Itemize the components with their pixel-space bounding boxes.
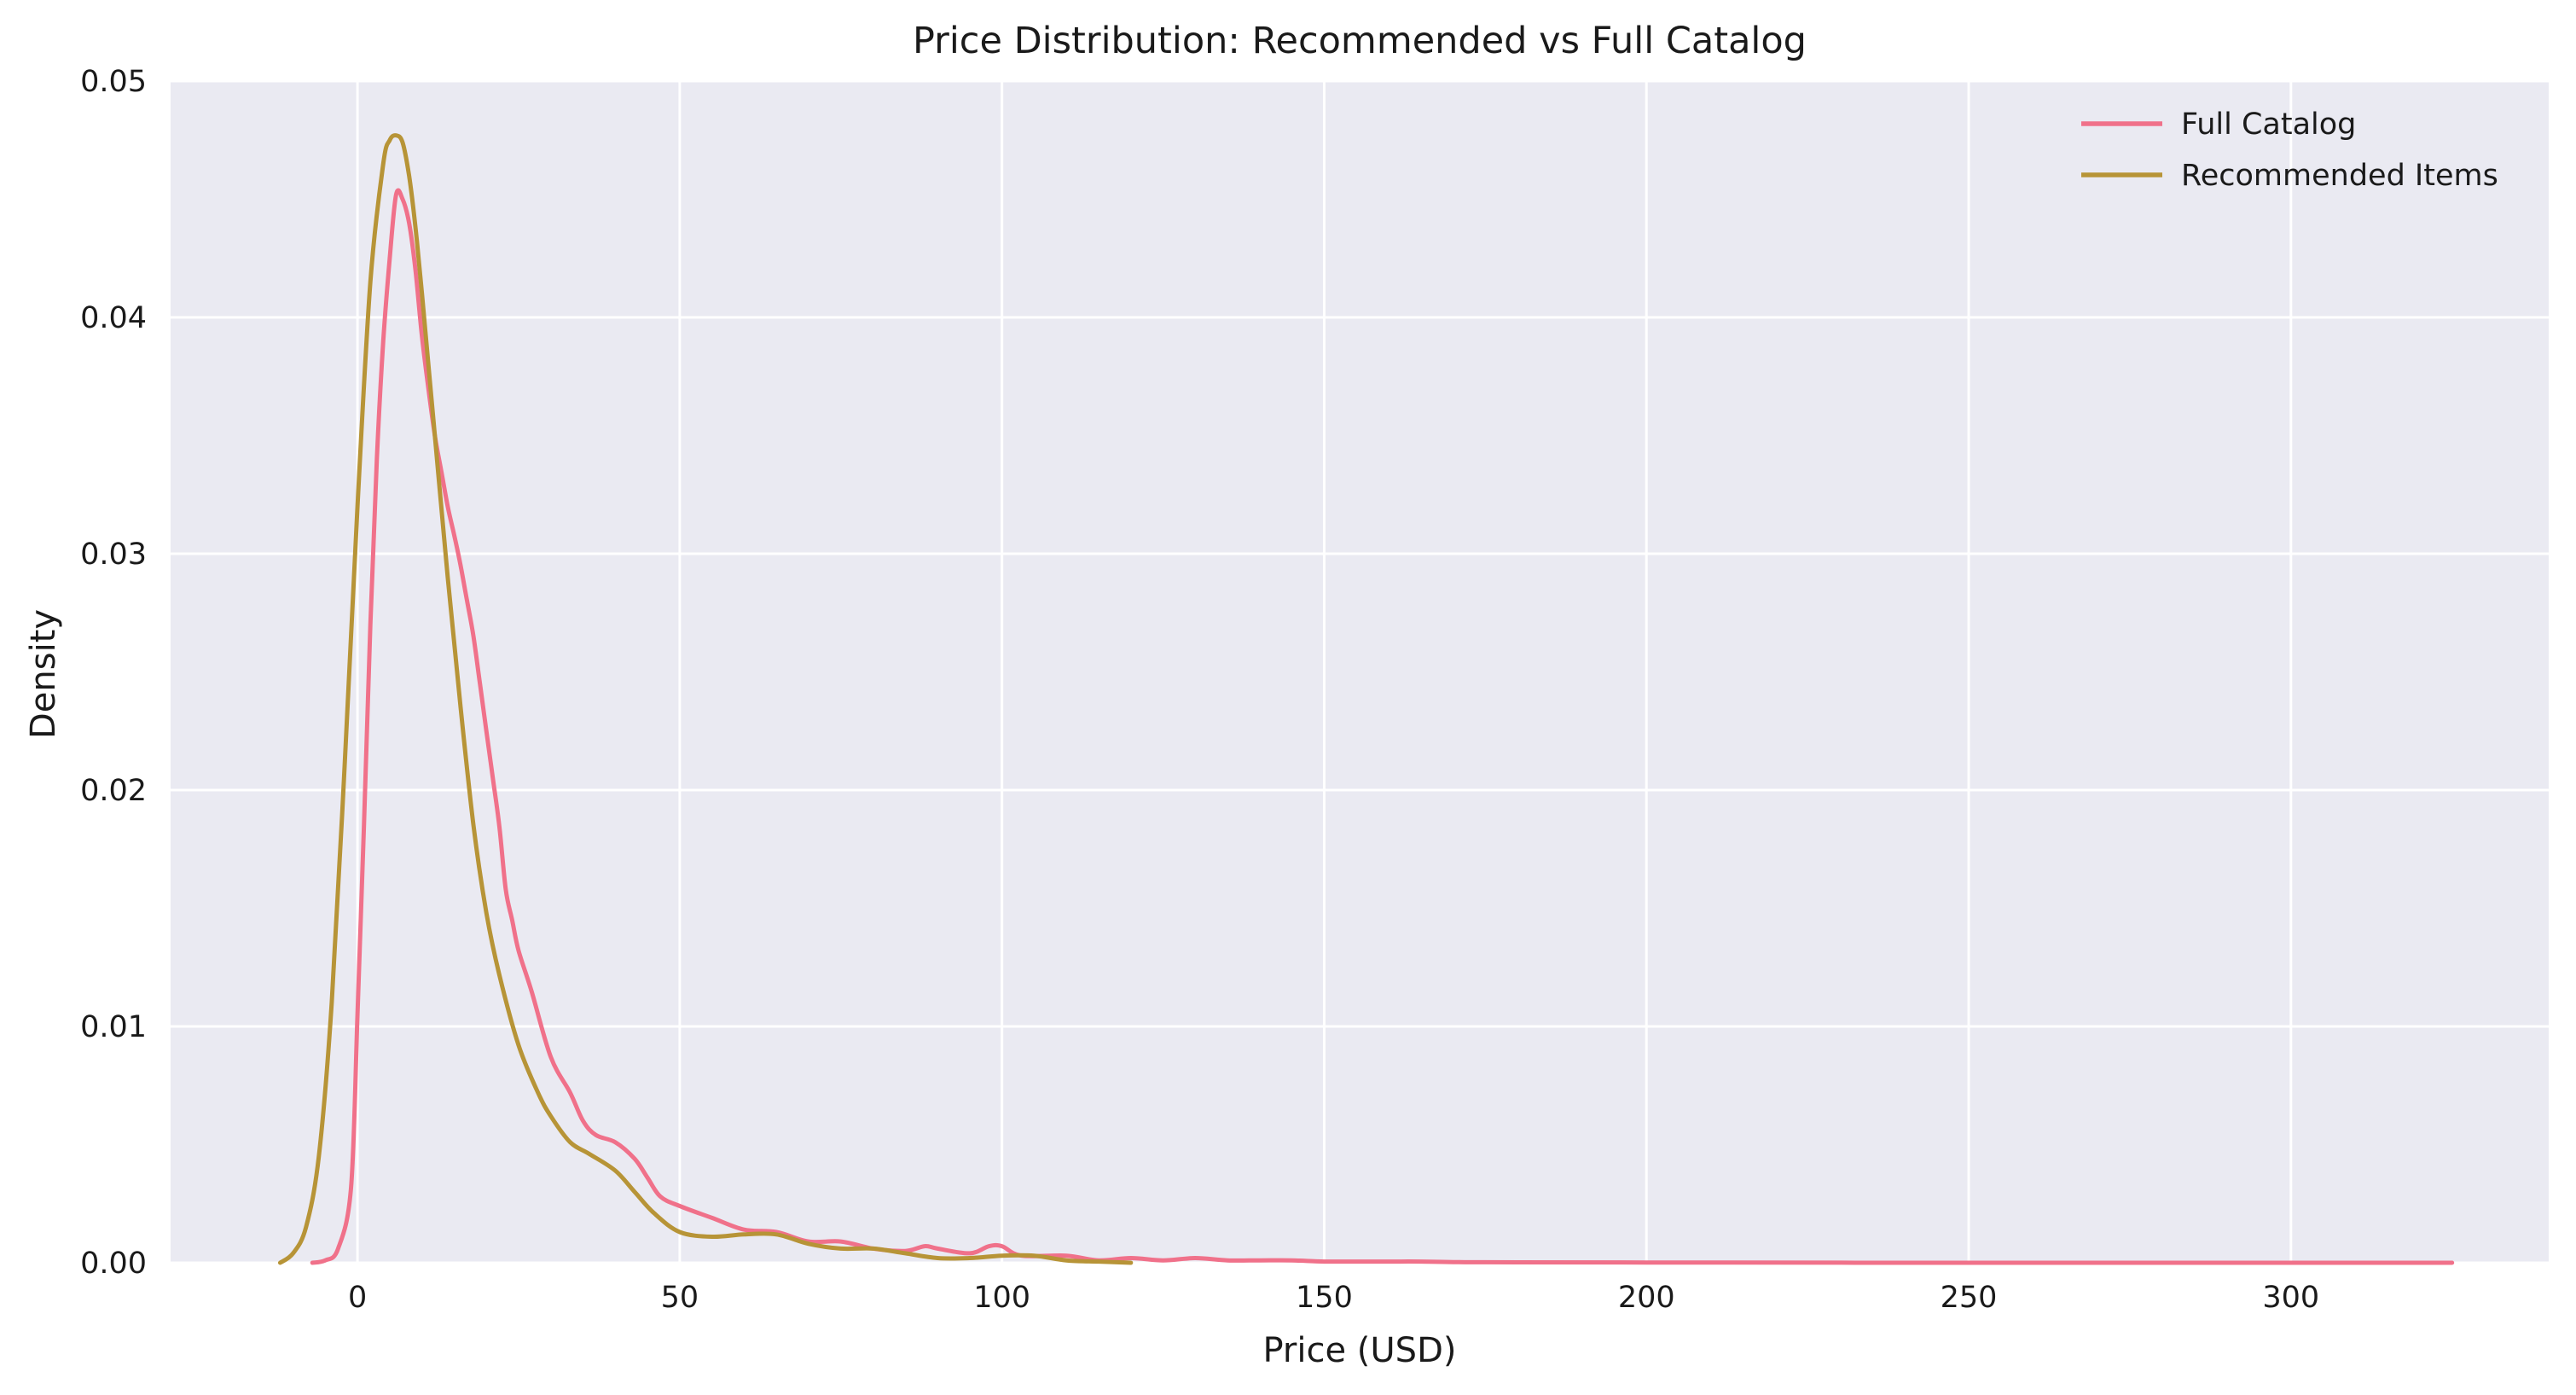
x-axis-ticks: 0 50 100 150 200 250 300 (348, 1281, 2319, 1315)
x-tick-label: 250 (1941, 1281, 1998, 1315)
legend-label-recommended-items: Recommended Items (2181, 159, 2498, 193)
series-line-full-catalog (310, 188, 2455, 1265)
y-tick-label: 0.00 (80, 1247, 147, 1281)
x-tick-label: 300 (2262, 1281, 2319, 1315)
x-tick-label: 200 (1618, 1281, 1675, 1315)
x-tick-label: 150 (1296, 1281, 1353, 1315)
y-tick-label: 0.04 (80, 301, 147, 335)
plot-background (171, 81, 2549, 1263)
gridlines (171, 79, 2549, 1264)
y-tick-label: 0.05 (80, 65, 147, 99)
legend-label-full-catalog: Full Catalog (2181, 108, 2356, 142)
x-tick-label: 0 (348, 1281, 367, 1315)
legend: Full Catalog Recommended Items (2081, 108, 2498, 193)
x-tick-label: 100 (973, 1281, 1030, 1315)
y-axis-ticks: 0.00 0.01 0.02 0.03 0.04 0.05 (80, 65, 147, 1281)
y-tick-label: 0.03 (80, 538, 147, 572)
y-tick-label: 0.02 (80, 774, 147, 808)
y-tick-label: 0.01 (80, 1010, 147, 1044)
x-tick-label: 50 (661, 1281, 699, 1315)
y-axis-label: Density (24, 609, 63, 739)
series-lines (277, 133, 2455, 1265)
chart-title: Price Distribution: Recommended vs Full … (913, 20, 1807, 62)
x-axis-label: Price (USD) (1263, 1331, 1457, 1370)
series-line-recommended-items (277, 133, 1134, 1265)
